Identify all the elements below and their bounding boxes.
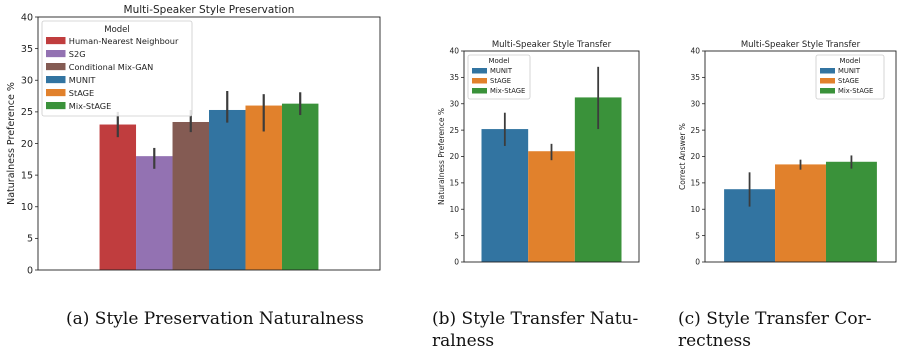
y-tick-label: 10 [449,205,459,214]
y-tick-label: 5 [695,231,700,240]
legend-entry: Mix-StAGE [490,87,525,95]
y-tick-label: 15 [21,170,33,181]
legend-box [41,20,193,117]
bar [825,161,877,262]
chart-style-transfer-correctness: Multi-Speaker Style Transfer 0 5 10 15 20 25 30… [678,40,897,267]
caption-b-line-1: (b) Style Transfer Natu- [432,309,639,329]
legend-swatch [472,68,487,74]
y-tick-label: 0 [695,258,700,267]
y-tick-label: 20 [690,152,700,161]
legend-swatch [46,89,66,97]
legend-swatch [46,76,66,84]
legend-entry: StAGE [838,77,859,85]
y-tick-label: 20 [449,152,459,161]
bar [245,105,282,270]
y-tick-label: 5 [27,234,33,245]
legend-entry: StAGE [69,88,94,98]
legend-swatch [820,88,835,94]
y-tick-label: 5 [454,231,459,240]
legend-entry: Mix-StAGE [69,101,112,111]
chart-title: Multi-Speaker Style Preservation [124,4,295,16]
bar [481,129,529,262]
y-tick-label: 25 [690,126,700,135]
y-tick-label: 10 [21,202,33,213]
y-tick-label: 35 [21,44,33,55]
y-tick-label: 15 [449,179,459,188]
y-tick-label: 10 [690,205,700,214]
bar [528,151,575,262]
y-tick-label: 35 [690,73,700,82]
y-tick-label: 35 [449,73,459,82]
legend-swatch [820,68,835,74]
legend-swatch [820,78,835,84]
legend-swatch [46,102,66,110]
legend-entry: MUNIT [69,75,97,85]
caption-b-line-2: ralness [432,331,495,351]
y-tick-label: 15 [690,179,700,188]
y-tick-label: 30 [21,76,33,87]
y-tick-label: 40 [21,12,33,23]
legend-title: Model [488,57,509,65]
y-tick-label: 30 [690,99,700,108]
y-tick-label: 0 [27,265,33,276]
bar [775,164,826,262]
legend-entry: S2G [69,49,86,59]
caption-b: (b) Style Transfer Natu- ralness [432,308,638,352]
caption-c-line-2: rectness [678,331,751,351]
caption-a-text: (a) Style Preservation Naturalness [66,309,364,329]
legend-entry: Human-Nearest Neighbour [69,36,179,46]
y-tick-label: 40 [690,47,700,56]
y-tick-label: 0 [454,258,459,267]
caption-c-line-1: (c) Style Transfer Cor- [678,309,872,329]
y-tick-label: 30 [449,99,459,108]
legend-entry: StAGE [490,77,511,85]
caption-a: (a) Style Preservation Naturalness [66,308,364,330]
bar [209,109,246,270]
legend-swatch [472,88,487,94]
y-tick-label: 25 [21,107,33,118]
legend-title: Model [839,57,860,65]
chart-title: Multi-Speaker Style Transfer [741,40,861,50]
bar [172,121,209,271]
legend-swatch [46,63,66,71]
bar [281,103,319,270]
legend-swatch [46,37,66,45]
chart-style-preservation: Multi-Speaker Style Preservation 0 5 10 15 20… [6,4,381,276]
bar [136,156,173,270]
legend-entry: Mix-StAGE [838,87,873,95]
chart-style-transfer-naturalness: Multi-Speaker Style Transfer 0 5 10 15 20 25 30… [437,40,640,267]
legend-entry: MUNIT [490,67,513,75]
y-axis-label: Naturalness Preference % [437,108,446,205]
legend-entry: Conditional Mix-GAN [69,62,153,72]
y-axis-label: Correct Answer % [678,123,687,190]
legend-swatch [472,78,487,84]
y-tick-label: 25 [449,126,459,135]
y-tick-label: 40 [449,47,459,56]
legend-entry: MUNIT [838,67,861,75]
bar [99,124,137,271]
y-tick-label: 20 [21,139,33,150]
chart-title: Multi-Speaker Style Transfer [492,40,612,50]
legend-title: Model [104,25,130,35]
caption-c: (c) Style Transfer Cor- rectness [678,308,871,352]
legend-swatch [46,50,66,58]
y-axis-label: Naturalness Preference % [6,82,17,205]
